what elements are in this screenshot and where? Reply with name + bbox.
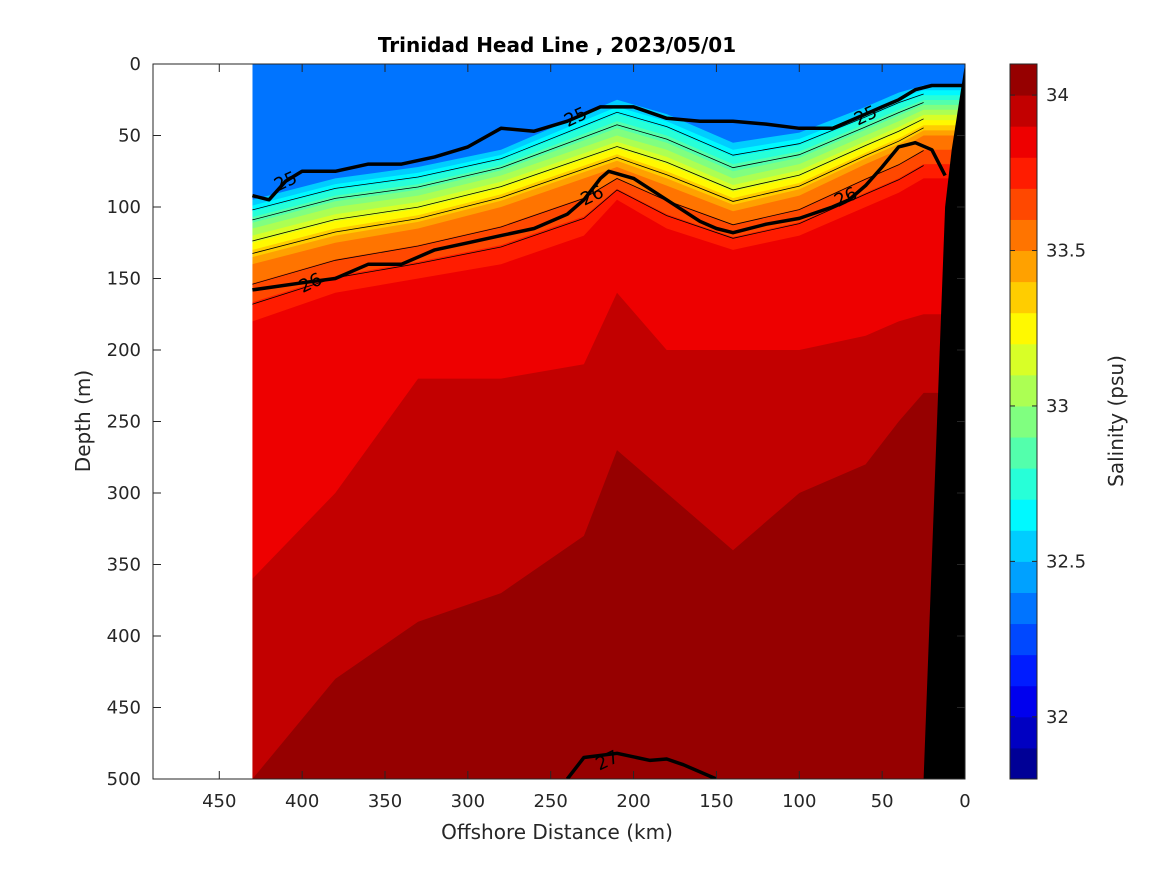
colorbar-tick-label: 33 (1046, 396, 1069, 417)
x-tick-label: 350 (368, 791, 402, 812)
y-tick-label: 250 (107, 412, 141, 433)
density-contour-25 (251, 83, 965, 202)
density-contour-26 (252, 140, 947, 292)
x-tick-label: 250 (534, 791, 568, 812)
colorbar-swatch (1010, 530, 1037, 562)
x-tick-label: 100 (782, 791, 816, 812)
no-data-region (153, 64, 253, 779)
y-tick-label: 350 (107, 555, 141, 576)
x-axis: 450 400 350 300 250 200 150 100 50 0 (202, 64, 971, 812)
y-axis: 0 50 100 150 200 250 300 350 400 450 500 (107, 54, 965, 790)
salinity-band (459, 636, 965, 779)
x-tick-label: 50 (871, 791, 894, 812)
colorbar-swatch (1010, 126, 1037, 158)
x-axis-label: Offshore Distance (km) (441, 820, 673, 844)
x-tick-label: 200 (616, 791, 650, 812)
y-tick-label: 400 (107, 626, 141, 647)
colorbar-swatch (1010, 623, 1037, 656)
colorbar-swatch (1010, 499, 1037, 531)
colorbar-label: Salinity (psu) (1104, 355, 1128, 487)
y-tick-label: 0 (130, 54, 141, 75)
colorbar-swatch (1010, 561, 1037, 593)
colorbar-swatches (1010, 64, 1037, 780)
colorbar-tick-label: 32 (1046, 707, 1069, 728)
colorbar-swatch (1010, 64, 1037, 96)
colorbar-swatch (1010, 374, 1037, 407)
colorbar-swatch (1010, 188, 1037, 220)
y-tick-label: 100 (107, 197, 141, 218)
colorbar-frame (1009, 63, 1038, 780)
colorbar: 32 32.5 33 33.5 34 Salinity (psu) (1009, 63, 1128, 780)
x-tick-label: 400 (285, 791, 319, 812)
colorbar-swatch (1010, 250, 1037, 283)
x-tick-label: 450 (202, 791, 236, 812)
colorbar-swatch (1010, 747, 1037, 780)
colorbar-tick-label: 32.5 (1046, 551, 1086, 572)
x-tick-label: 150 (699, 791, 733, 812)
y-tick-label: 450 (107, 698, 141, 719)
density-contours (251, 83, 965, 779)
x-tick-label: 300 (451, 791, 485, 812)
colorbar-tick-label: 33.5 (1046, 241, 1086, 262)
colorbar-swatch (1010, 281, 1037, 314)
colorbar-swatch (1010, 654, 1037, 687)
salinity-band (250, 392, 965, 779)
seafloor (923, 64, 965, 779)
y-tick-label: 200 (107, 340, 141, 361)
bathymetry-mask (923, 64, 965, 779)
y-axis-label: Depth (m) (71, 370, 95, 472)
thin-contour-line (252, 127, 924, 254)
colorbar-swatch (1010, 219, 1037, 252)
colorbar-swatch (1010, 685, 1037, 718)
colorbar-swatch (1010, 312, 1037, 345)
chart-title: Trinidad Head Line , 2023/05/01 (378, 33, 736, 57)
y-tick-label: 300 (107, 483, 141, 504)
x-tick-label: 0 (959, 791, 970, 812)
salinity-field (153, 64, 965, 779)
y-tick-label: 50 (118, 126, 141, 147)
colorbar-swatch (1010, 592, 1037, 625)
thin-contour-line (252, 118, 924, 242)
colorbar-swatch (1010, 716, 1037, 749)
thin-contour-line (252, 102, 924, 221)
colorbar-swatch (1010, 343, 1037, 376)
density-contour-27 (565, 751, 718, 779)
thin-contour-line (252, 93, 924, 211)
colorbar-swatch (1010, 157, 1037, 189)
y-tick-label: 500 (107, 769, 141, 790)
colorbar-swatch (1010, 95, 1037, 127)
colorbar-tick-label: 34 (1046, 85, 1069, 106)
thin-contour-line (252, 150, 924, 285)
colorbar-swatch (1010, 468, 1037, 500)
colorbar-ticks: 32 32.5 33 33.5 34 (1010, 85, 1086, 728)
colorbar-swatch (1010, 437, 1037, 469)
colorbar-swatch (1010, 405, 1037, 438)
y-tick-label: 150 (107, 269, 141, 290)
